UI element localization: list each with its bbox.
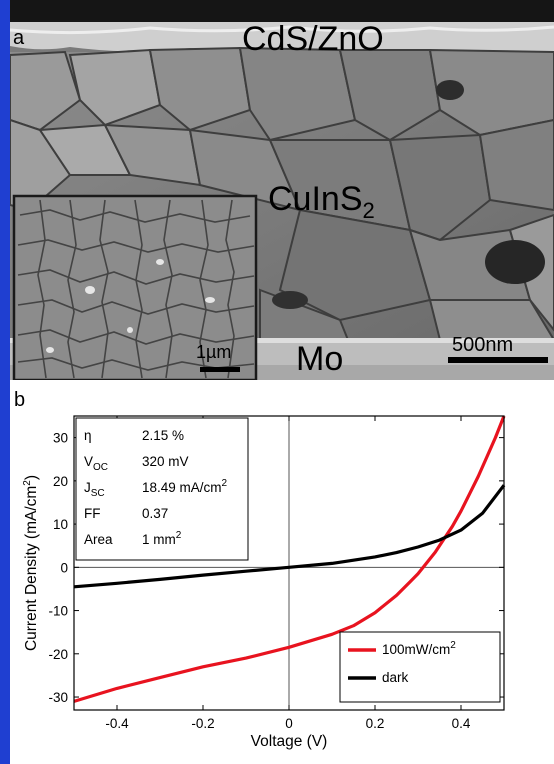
param-value-sup: 2 [176, 530, 182, 541]
sem-image-panel: a CdS/ZnO CuInS2 Mo 500nm 1µm [10, 0, 554, 380]
y-tick-label: 0 [60, 560, 68, 575]
y-tick-label: -10 [48, 604, 68, 619]
y-tick-label: 10 [53, 517, 68, 532]
series-line-dark [73, 484, 506, 589]
y-axis-label-sup: 2 [22, 480, 33, 486]
y-tick-label: 20 [53, 474, 68, 489]
y-tick-label: -30 [48, 690, 68, 705]
scale-bar-main [448, 357, 548, 363]
x-tick-label: -0.2 [191, 716, 214, 731]
legend-entry-sup: 2 [450, 640, 456, 651]
param-key: Area [84, 532, 113, 547]
legend-entry-text: 100mW/cm [382, 642, 450, 657]
param-value: 0.37 [142, 506, 168, 521]
y-tick-label: 30 [53, 431, 68, 446]
param-value: 320 mV [142, 454, 189, 469]
param-key: FF [84, 506, 101, 521]
param-value-text: 2.15 % [142, 428, 184, 443]
series-line-illuminated [73, 415, 506, 703]
param-key-text: FF [84, 506, 101, 521]
param-value: 2.15 % [142, 428, 184, 443]
layer-label-mo: Mo [296, 340, 344, 378]
param-value-text: 0.37 [142, 506, 168, 521]
legend-entry: 100mW/cm2 [382, 640, 456, 657]
param-value-sup: 2 [222, 478, 228, 489]
param-value-text: 320 mV [142, 454, 189, 469]
layer-label-cuins2: CuInS2 [268, 182, 375, 222]
param-key-text: Area [84, 532, 113, 547]
y-axis-label-text: Current Density (mA/cm [23, 486, 40, 651]
scale-label-main: 500nm [452, 334, 514, 356]
legend-entry: dark [382, 670, 409, 685]
param-key: VOC [84, 454, 108, 473]
param-value-text: 1 mm [142, 532, 176, 547]
inset-plan-view [12, 194, 258, 380]
y-axis-label: Current Density (mA/cm2) [22, 475, 40, 651]
param-value-text: 18.49 mA/cm [142, 480, 222, 495]
layer-label-cds-zno: CdS/ZnO [242, 20, 384, 58]
x-tick-label: 0.2 [366, 716, 385, 731]
param-value: 18.49 mA/cm2 [142, 478, 228, 495]
y-axis-label-end: ) [23, 475, 40, 480]
x-axis-label: Voltage (V) [251, 733, 328, 750]
cuins-subscript: 2 [362, 197, 375, 223]
sem-micrograph [10, 0, 554, 380]
panel-b-letter: b [14, 389, 25, 411]
y-tick-label: -20 [48, 647, 68, 662]
param-key: η [84, 428, 92, 443]
param-key-text: J [84, 480, 91, 495]
param-key-text: η [84, 428, 92, 443]
cuins-text: CuInS [268, 180, 363, 218]
scale-label-inset: 1µm [196, 342, 232, 362]
param-key-sub: OC [93, 462, 108, 473]
param-key-sub: SC [91, 488, 105, 499]
legend-box [339, 631, 501, 703]
param-key-text: V [84, 454, 93, 469]
panel-a-letter: a [13, 27, 25, 49]
legend-entry-text: dark [382, 670, 409, 685]
cell-parameters-box [75, 417, 249, 561]
x-tick-label: 0 [285, 716, 293, 731]
x-tick-label: 0.4 [452, 716, 471, 731]
x-tick-label: -0.4 [105, 716, 129, 731]
param-value: 1 mm2 [142, 530, 182, 547]
jv-chart: b -0.4 -0.2 0 0.2 0.4 -30 -20 -10 0 10 20 30 Voltage … [14, 389, 506, 750]
param-key: JSC [84, 480, 105, 499]
frame-left-bar [0, 0, 10, 764]
jv-chart-panel: b -0.4 -0.2 0 0.2 0.4 -30 -20 -10 0 10 20 30 Voltage … [10, 380, 554, 764]
